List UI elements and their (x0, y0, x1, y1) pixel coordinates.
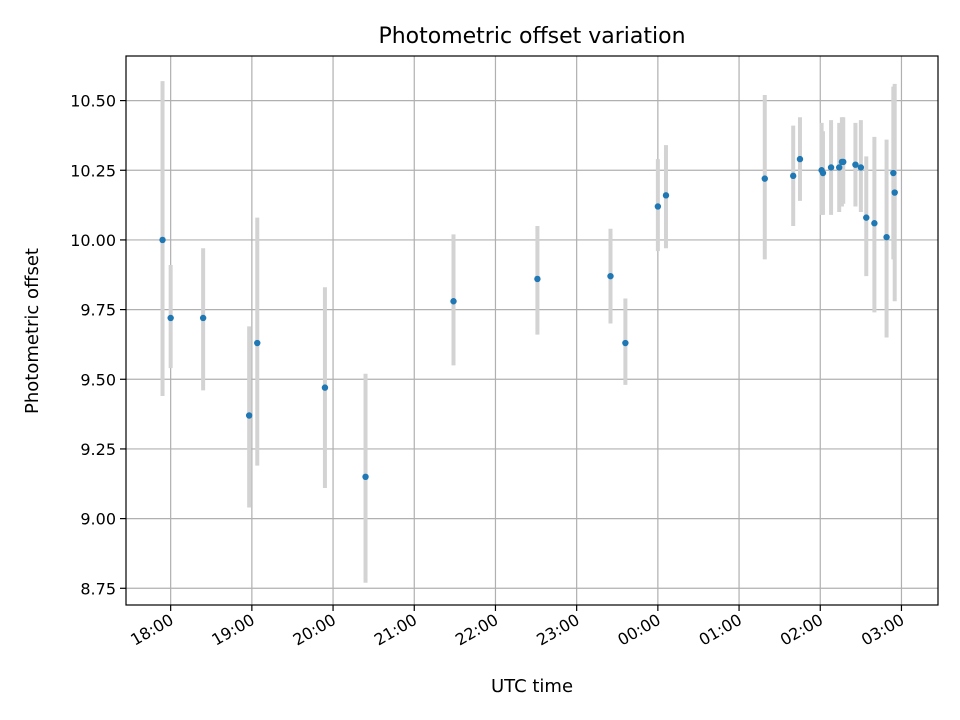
plot-frame (125, 55, 939, 606)
data-point (857, 164, 865, 171)
y-axis-ticks: 8.75 9.00 9.25 9.50 9.75 10.00 10.25 10.50 (70, 92, 126, 598)
data-point (836, 164, 843, 171)
data-point (254, 339, 261, 347)
data-point (796, 155, 804, 163)
x-tick-label: 18:00 (127, 610, 176, 650)
x-tick-label: 20:00 (290, 610, 339, 650)
data-point (891, 189, 898, 196)
x-tick-label: 21:00 (371, 610, 420, 650)
grid (126, 56, 938, 605)
x-axis-label: UTC time (491, 676, 573, 697)
data-point (827, 164, 835, 171)
data-point (819, 169, 827, 177)
x-tick-label: 00:00 (614, 610, 663, 650)
data-point (662, 192, 670, 199)
data-point (450, 298, 457, 305)
data-point (852, 161, 859, 168)
data-point (890, 169, 897, 177)
y-tick-label: 9.00 (80, 510, 116, 529)
x-tick-label: 22:00 (452, 610, 501, 650)
data-point (167, 314, 174, 322)
y-tick-label: 9.25 (80, 440, 116, 459)
data-point (245, 412, 253, 419)
error-bars (160, 81, 897, 583)
data-point (159, 236, 166, 244)
x-tick-label: 19:00 (208, 610, 257, 650)
chart-title: Photometric offset variation (378, 24, 685, 49)
data-point (362, 473, 369, 481)
y-tick-label: 8.75 (80, 579, 116, 598)
data-point (761, 175, 768, 182)
data-point (883, 233, 890, 241)
x-tick-label: 01:00 (696, 610, 745, 650)
x-tick-label: 23:00 (533, 610, 582, 650)
y-tick-label: 10.50 (70, 92, 116, 111)
y-tick-label: 9.50 (80, 370, 116, 389)
x-tick-label: 03:00 (858, 610, 907, 650)
data-point (789, 172, 797, 180)
y-axis-label: Photometric offset (22, 248, 43, 414)
data-point (840, 158, 847, 166)
data-point (199, 314, 207, 322)
x-tick-label: 02:00 (777, 610, 826, 650)
y-tick-label: 10.00 (70, 231, 116, 250)
data-point (622, 339, 629, 347)
data-point (863, 214, 870, 221)
data-point (607, 272, 614, 280)
data-point (871, 220, 878, 227)
y-tick-label: 10.25 (70, 161, 116, 180)
data-point (321, 384, 329, 391)
y-tick-label: 9.75 (80, 301, 116, 320)
x-axis-ticks: 18:00 19:00 20:00 21:00 22:00 23:00 00:00 01:00… (127, 605, 907, 650)
data-points (159, 155, 898, 481)
data-point (654, 203, 662, 210)
data-point (534, 275, 541, 283)
